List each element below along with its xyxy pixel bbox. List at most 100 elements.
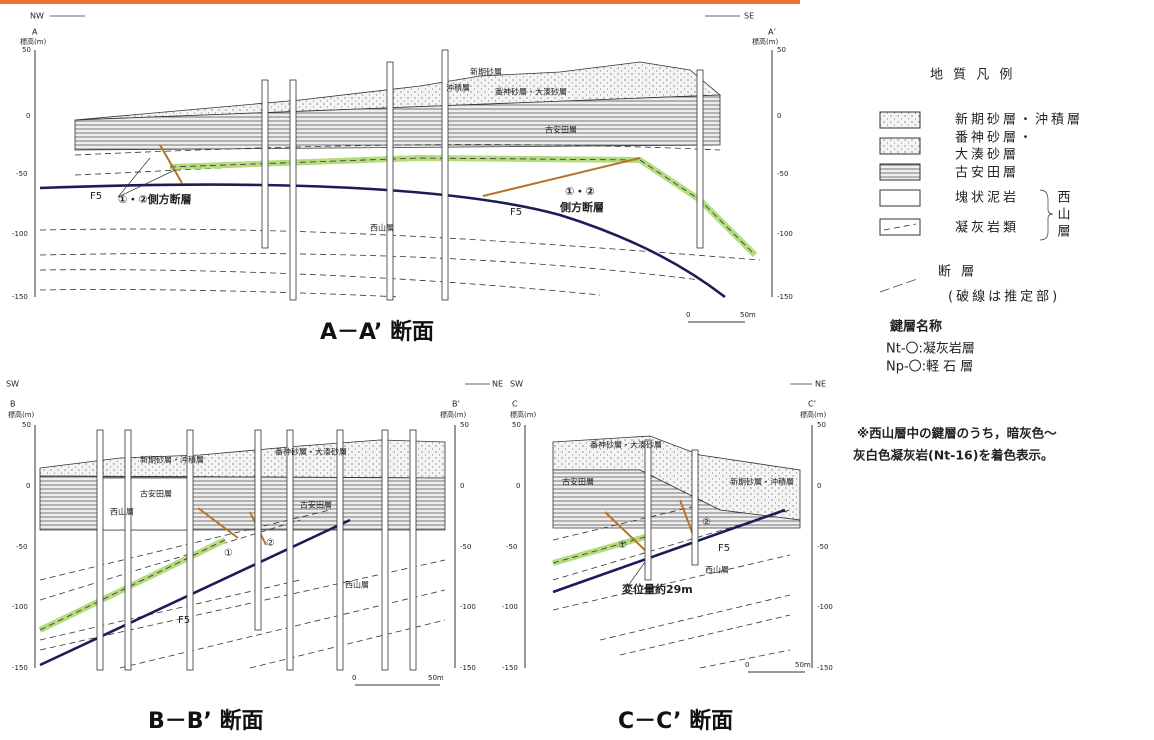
- borehole: [386, 61, 394, 301]
- elev-label: 標高(m): [510, 410, 537, 419]
- scale: 50m: [428, 674, 444, 682]
- legend-group: 西山層: [1055, 190, 1071, 241]
- elev: 50: [22, 46, 31, 54]
- label: ②: [266, 538, 275, 549]
- label: 番神砂層・大湊砂層: [590, 440, 662, 450]
- dir: NE: [815, 380, 826, 389]
- elev: -150: [12, 664, 28, 672]
- tuff-nt16: [169, 154, 758, 258]
- lateral-fault: [159, 144, 641, 197]
- elev-label: 標高(m): [800, 410, 827, 419]
- label: 古安田層: [562, 477, 594, 487]
- label: 西山層: [110, 507, 134, 517]
- nishiyama-block: [99, 477, 191, 531]
- elev: -50: [817, 543, 828, 551]
- end: C: [512, 400, 518, 409]
- scale: 50m: [795, 661, 811, 669]
- legend-item: 大湊砂層: [955, 148, 1019, 163]
- borehole: [96, 429, 104, 671]
- elev: -150: [502, 664, 518, 672]
- tuff-nt16-line: [39, 539, 226, 631]
- elev: -50: [16, 543, 27, 551]
- legend-item: 塊状泥岩: [955, 190, 1019, 206]
- tuff-nt16-line: [169, 157, 756, 256]
- borehole: [441, 49, 449, 301]
- scale: 0: [686, 311, 690, 319]
- label: 新期砂層・沖積層: [730, 477, 794, 487]
- borehole: [261, 79, 269, 249]
- borehole: [186, 429, 194, 671]
- elev: -50: [777, 170, 788, 178]
- label: F5: [90, 191, 102, 202]
- borehole: [696, 69, 704, 249]
- dir: NE: [492, 380, 503, 389]
- label: ①: [224, 548, 233, 559]
- elev: -150: [777, 293, 793, 301]
- section-title: A－A’ 断面: [320, 319, 434, 345]
- key-bed-item: Nt-〇:凝灰岩層: [886, 341, 975, 357]
- label: 西山層: [345, 580, 369, 590]
- elev: 50: [817, 421, 826, 429]
- elev: 50: [512, 421, 521, 429]
- end: B’: [452, 400, 460, 409]
- label: 古安田層: [545, 125, 577, 135]
- section-b: SW NE B B’ 標高(m) 標高(m) 50 0 -50 -100 -15…: [6, 380, 503, 735]
- key-bed: [552, 504, 791, 669]
- swatch: [879, 111, 921, 129]
- elev: 50: [460, 421, 469, 429]
- elev-label: 標高(m): [20, 37, 47, 46]
- kobayashi: [552, 469, 801, 529]
- scale: 0: [745, 661, 749, 669]
- label: ①: [618, 540, 627, 551]
- borehole: [286, 429, 294, 671]
- key-bed: [39, 509, 446, 669]
- scale: 0: [352, 674, 356, 682]
- elev: -100: [12, 603, 28, 611]
- label: 古安田層: [300, 500, 332, 510]
- swatch: [879, 163, 921, 181]
- elev: -150: [817, 664, 833, 672]
- elev: 50: [22, 421, 31, 429]
- brace: [1039, 189, 1054, 241]
- elev-label: 標高(m): [8, 410, 35, 419]
- elev: 0: [26, 112, 30, 120]
- label: 番神砂層・大湊砂層: [275, 447, 347, 457]
- legend-item: 新期砂層・沖積層: [955, 112, 1083, 128]
- key-bed-title: 鍵層名称: [890, 319, 942, 335]
- elev: 0: [777, 112, 781, 120]
- section-title: C－C’ 断面: [618, 708, 733, 734]
- fault-f5: [39, 183, 726, 299]
- legend-title: 地 質 凡 例: [930, 68, 1015, 83]
- section-a: NW SE A A’ 標高(m) 標高(m) 50 0 -50 -100 -15…: [12, 12, 793, 346]
- borehole: [409, 429, 417, 671]
- elev: -100: [777, 230, 793, 238]
- legend-item: 断 層: [938, 265, 977, 280]
- boreholes: [96, 429, 417, 671]
- elevations: 50 0 -50 -100 -150 50 0 -50 -100 -150: [12, 46, 793, 301]
- dir: SW: [6, 380, 19, 389]
- fault-f5: [552, 508, 786, 594]
- legend-item: 番神砂層・: [955, 131, 1035, 146]
- elev: -50: [16, 170, 27, 178]
- borehole: [644, 439, 652, 581]
- leader: [117, 157, 176, 198]
- top-rule: [0, 0, 800, 4]
- label: F5: [178, 615, 190, 626]
- elev: 0: [26, 482, 30, 490]
- elev: 0: [516, 482, 520, 490]
- elev: 0: [460, 482, 464, 490]
- dir: SE: [744, 12, 754, 21]
- elev: -150: [12, 293, 28, 301]
- borehole: [381, 429, 389, 671]
- elev: 0: [817, 482, 821, 490]
- legend-item: 古安田層: [955, 166, 1019, 181]
- dir: NW: [30, 12, 44, 21]
- elev: -100: [817, 603, 833, 611]
- boreholes: [261, 49, 704, 301]
- dir: SW: [510, 380, 523, 389]
- elev: -50: [506, 543, 517, 551]
- elevations: 50 0 -50 -100 -150 50 0 -50 -100 -150: [12, 421, 476, 672]
- swatch-line: [883, 223, 917, 231]
- holocene: [74, 61, 722, 121]
- elev: -150: [460, 664, 476, 672]
